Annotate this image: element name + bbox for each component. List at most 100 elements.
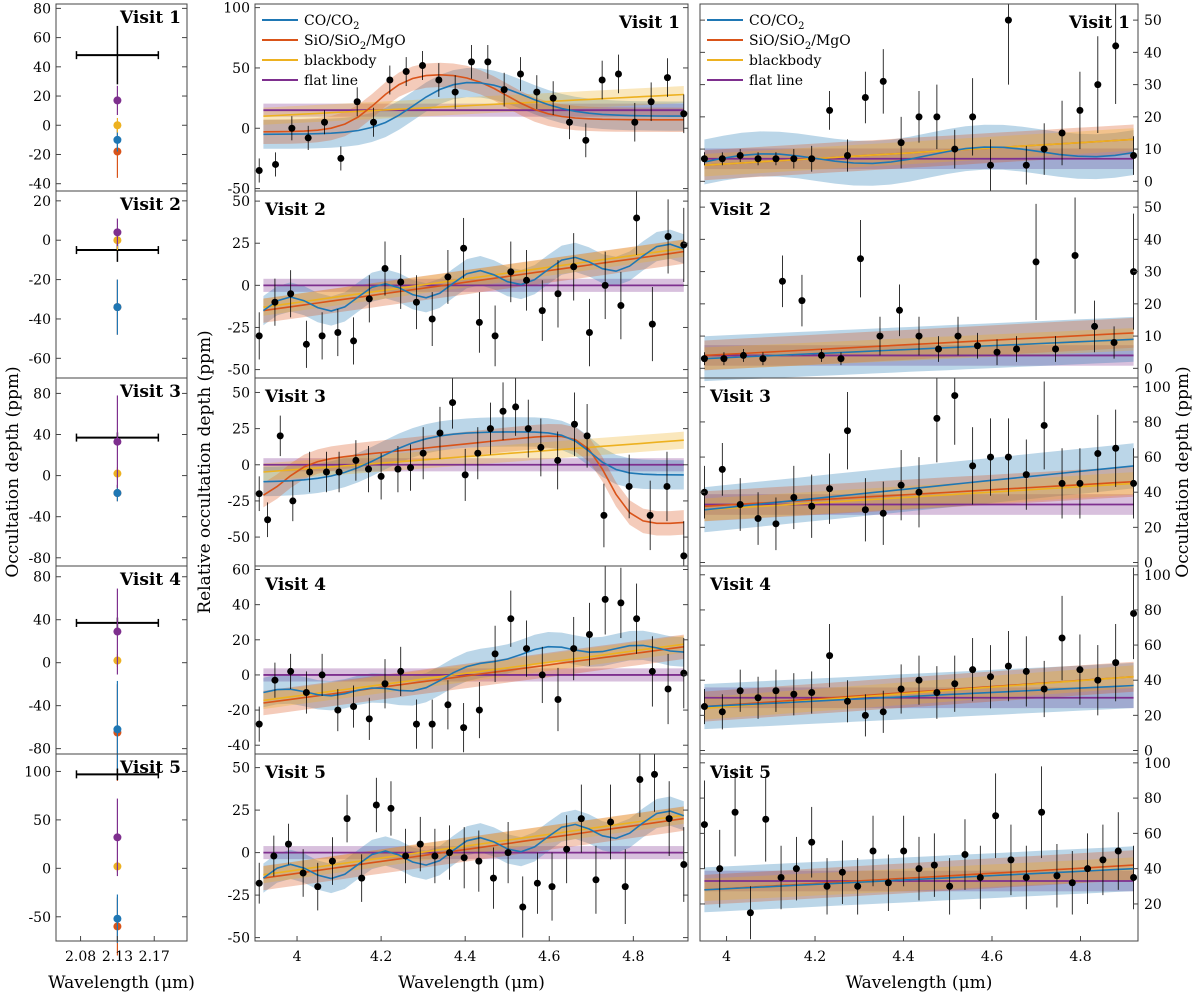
data-point — [1084, 865, 1092, 873]
data-point — [718, 708, 726, 716]
ytick-label: 50 — [232, 761, 250, 777]
data-point — [271, 676, 279, 684]
data-point — [1094, 676, 1102, 684]
ytick-label: 50 — [33, 813, 51, 829]
data-point — [1040, 421, 1048, 429]
data-point — [1068, 879, 1076, 887]
data-point — [647, 98, 655, 106]
ytick-label: -40 — [28, 510, 51, 526]
data-point — [491, 650, 499, 658]
data-point — [969, 113, 977, 121]
data-point — [1112, 42, 1120, 50]
data-point — [1040, 145, 1048, 153]
data-point — [1053, 872, 1061, 880]
data-point — [915, 113, 923, 121]
xtick-label: 4.4 — [454, 949, 476, 965]
data-point — [446, 849, 454, 857]
ytick-label: 80 — [33, 570, 51, 586]
ytick-label: 40 — [33, 613, 51, 629]
data-point — [523, 645, 531, 653]
sio-line — [263, 646, 684, 704]
legend-label: CO/CO2 — [304, 13, 359, 32]
ytick-label: -80 — [28, 551, 51, 567]
data-point — [504, 849, 512, 857]
xtick-label: 4.4 — [892, 949, 914, 965]
data-point — [387, 804, 395, 812]
visit-label: Visit 3 — [264, 387, 326, 407]
data-point — [377, 472, 385, 480]
data-point — [271, 298, 279, 306]
data-point — [304, 134, 312, 142]
ytick-label: 100 — [1144, 568, 1171, 584]
ytick-label: 40 — [1144, 673, 1162, 689]
data-point — [507, 615, 515, 623]
data-point — [500, 86, 508, 94]
data-point — [475, 318, 483, 326]
data-point — [533, 879, 541, 887]
data-point — [680, 552, 688, 560]
data-point — [299, 869, 307, 877]
data-point — [451, 88, 459, 96]
ytick-label: 20 — [33, 194, 51, 210]
data-point — [798, 297, 806, 305]
data-point — [969, 462, 977, 470]
data-point — [394, 465, 402, 473]
data-point — [754, 155, 762, 163]
visit-label: Visit 1 — [1068, 13, 1130, 33]
data-point — [823, 882, 831, 890]
data-point — [808, 155, 816, 163]
data-point — [1022, 161, 1030, 169]
data-point — [499, 407, 507, 415]
data-point — [538, 671, 546, 679]
x-axis-label-left: Wavelength (μm) — [48, 973, 195, 993]
legend-text: flat line — [749, 73, 803, 89]
xtick-label: 4.6 — [981, 949, 1003, 965]
data-point — [461, 471, 469, 479]
data-point — [570, 645, 578, 653]
data-point — [651, 770, 659, 778]
data-point — [381, 264, 389, 272]
legend-label: CO/CO2 — [749, 13, 804, 32]
data-point — [1114, 847, 1122, 855]
data-point — [474, 449, 482, 457]
data-point — [762, 815, 770, 823]
data-point — [1094, 450, 1102, 458]
ytick-label: 40 — [232, 598, 250, 614]
data-point — [372, 801, 380, 809]
data-point — [554, 456, 562, 464]
data-point — [680, 669, 688, 677]
data-point — [933, 414, 941, 422]
data-point — [1110, 339, 1118, 347]
visit-label: Visit 4 — [264, 575, 326, 595]
data-point — [519, 903, 527, 911]
data-point — [255, 720, 263, 728]
blue-model-point — [113, 303, 122, 312]
ytick-label: -40 — [28, 312, 51, 328]
data-point — [843, 697, 851, 705]
data-point — [700, 821, 708, 829]
visit-label: Visit 2 — [264, 200, 326, 220]
left-panel-frame — [55, 3, 188, 192]
data-point — [837, 355, 845, 363]
data-point — [665, 815, 673, 823]
data-point — [716, 865, 724, 873]
data-point — [352, 456, 360, 464]
ytick-label: 60 — [1144, 826, 1162, 842]
ytick-label: 30 — [1144, 265, 1162, 281]
ytick-label: 0 — [1144, 174, 1153, 190]
data-point — [255, 166, 263, 174]
visit-label: Visit 2 — [119, 195, 181, 215]
ytick-label: -20 — [28, 273, 51, 289]
data-point — [428, 720, 436, 728]
data-point — [974, 342, 982, 350]
data-point — [915, 332, 923, 340]
ytick-label: 50 — [1144, 200, 1162, 216]
data-point — [512, 403, 520, 411]
data-point — [915, 865, 923, 873]
data-point — [915, 488, 923, 496]
data-point — [1004, 16, 1012, 24]
data-point — [314, 883, 322, 891]
legend-subscript: 2 — [360, 41, 366, 52]
y-axis-label-right: Occultation depth (ppm) — [1173, 366, 1193, 577]
data-point — [416, 840, 424, 848]
